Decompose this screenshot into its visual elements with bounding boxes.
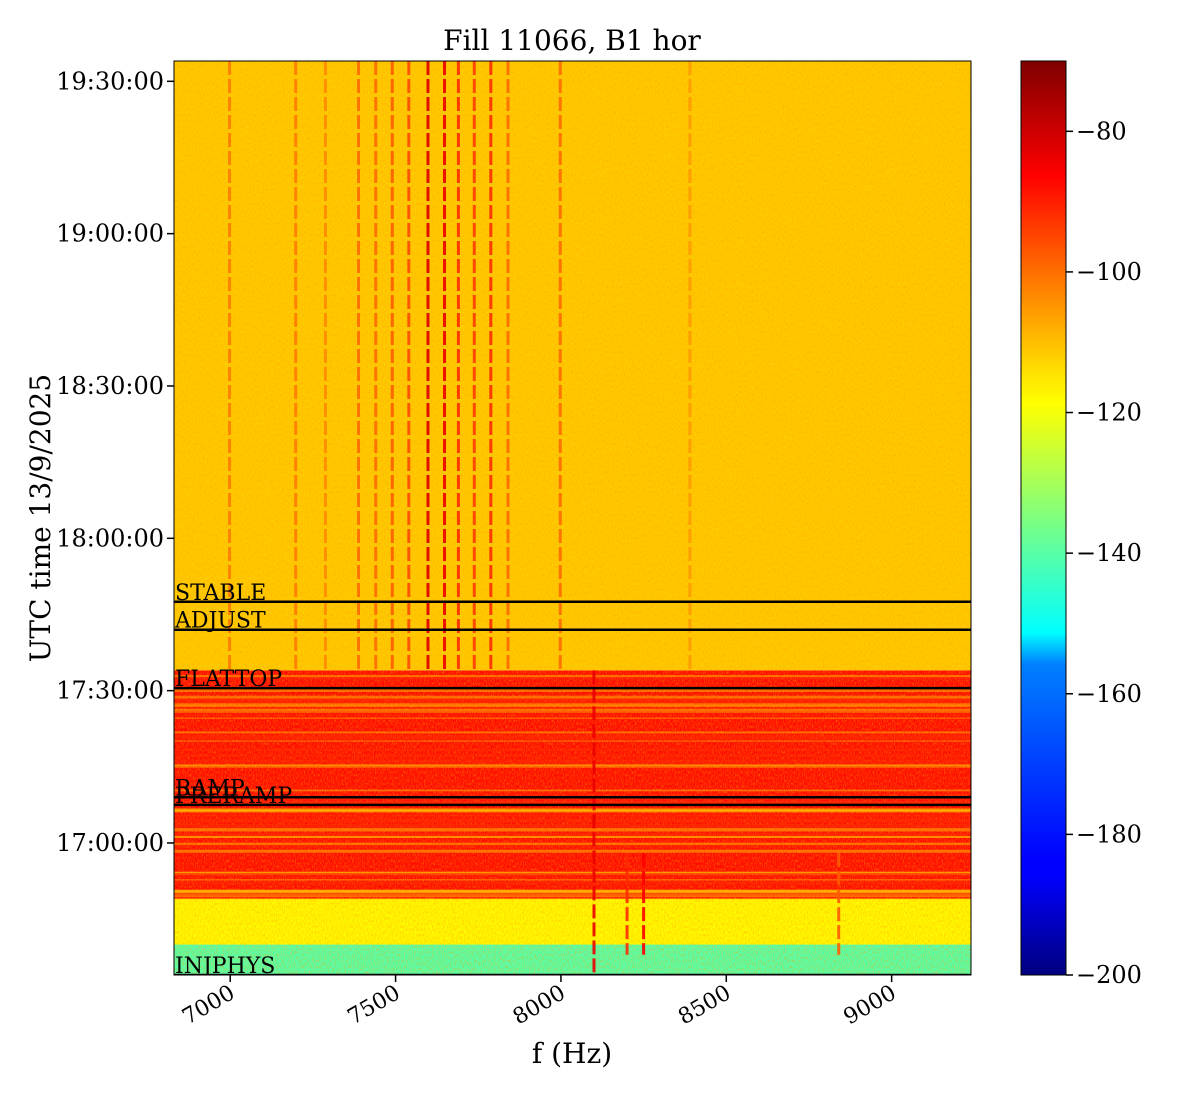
x-tick-label-7000: 7000 (178, 981, 239, 1031)
chart-title: Fill 11066, B1 hor (443, 24, 701, 57)
plot-frame (173, 60, 972, 976)
horizontal-streak (174, 818, 971, 821)
mode-label-adjust: ADJUST (174, 609, 266, 634)
horizontal-streak (174, 701, 971, 704)
horizontal-streak (174, 834, 971, 836)
horizontal-streak (174, 698, 971, 702)
horizontal-streak (174, 802, 971, 805)
horizontal-streak (174, 704, 971, 708)
colorbar-tick-label: −160 (1076, 680, 1142, 708)
mode-label-stable: STABLE (175, 581, 266, 606)
horizontal-streak (174, 842, 971, 846)
horizontal-streak (174, 689, 971, 692)
horizontal-streak (174, 890, 971, 893)
horizontal-streak (174, 889, 971, 893)
horizontal-streak (174, 764, 971, 766)
horizontal-streak (174, 801, 971, 803)
horizontal-streak (174, 828, 971, 831)
horizontal-streak (174, 833, 971, 836)
horizontal-streak (174, 809, 971, 812)
horizontal-streak (174, 849, 971, 853)
y-tick-label: 17:00:00 (56, 829, 164, 857)
horizontal-streak (174, 825, 971, 828)
horizontal-streak (174, 789, 971, 792)
y-axis: 17:00:00 17:30:00 18:00:00 18:30:00 19:00:00… (56, 67, 174, 857)
horizontal-streak (174, 895, 971, 898)
horizontal-streak (174, 892, 971, 896)
horizontal-streak (174, 894, 971, 896)
horizontal-streak (174, 820, 971, 823)
y-tick-label: 18:30:00 (56, 372, 164, 400)
colorbar-tick-label: −100 (1076, 258, 1142, 286)
horizontal-streak (174, 735, 971, 738)
horizontal-streak (174, 759, 971, 761)
colorbar-tick-label: −180 (1076, 820, 1142, 848)
x-tick-label-8500: 8500 (674, 981, 735, 1031)
colorbar-ticks: −80 −100 −120 −140 −160 −180 −200 (1066, 117, 1142, 989)
horizontal-streak (174, 881, 971, 885)
horizontal-streak (174, 849, 971, 853)
mode-label-ramp: RAMP (175, 776, 245, 801)
y-tick-label: 19:30:00 (56, 67, 164, 95)
horizontal-streak (174, 754, 971, 757)
horizontal-streak (174, 740, 971, 742)
mode-label-flattop: FLATTOP (175, 667, 282, 692)
x-tick-label-9000: 9000 (840, 981, 901, 1031)
horizontal-streak (174, 898, 971, 900)
horizontal-streak (174, 765, 971, 768)
horizontal-streak (174, 829, 971, 832)
horizontal-streak (174, 737, 971, 740)
y-tick-label: 17:30:00 (56, 677, 164, 705)
horizontal-streak (174, 676, 971, 679)
horizontal-streak (174, 836, 971, 838)
colorbar-tick-label: −140 (1076, 539, 1142, 567)
horizontal-streak (174, 703, 971, 706)
horizontal-streak (174, 808, 971, 810)
colorbar-gradient (1020, 60, 1067, 976)
x-axis-label: f (Hz) (532, 1037, 612, 1070)
y-tick-label: 19:00:00 (56, 220, 164, 248)
colorbar-tick-label: −80 (1076, 117, 1127, 145)
x-axis: 7000 7500 8000 8500 9000 (178, 975, 901, 1031)
horizontal-streak (174, 824, 971, 827)
colorbar: −80 −100 −120 −140 −160 −180 −200 (1020, 60, 1142, 989)
horizontal-streak (174, 731, 971, 734)
x-tick-label-8000: 8000 (509, 981, 570, 1031)
horizontal-streak (174, 809, 971, 813)
noise-texture (174, 61, 971, 975)
horizontal-streak (174, 893, 971, 896)
horizontal-streak (174, 710, 971, 714)
horizontal-streak (174, 879, 971, 881)
horizontal-streak (174, 846, 971, 848)
horizontal-streak (174, 717, 971, 719)
mode-label-preramp: PRERAMP (175, 784, 292, 809)
horizontal-streak (174, 836, 971, 838)
horizontal-streak (174, 808, 971, 812)
horizontal-streak (174, 763, 971, 766)
colorbar-tick-label: −200 (1076, 961, 1142, 989)
y-axis-label: UTC time 13/9/2025 (24, 374, 57, 662)
horizontal-streak (174, 814, 971, 817)
horizontal-streak (174, 871, 971, 874)
horizontal-streak (174, 872, 971, 876)
horizontal-streak (174, 711, 971, 713)
horizontal-streak (174, 695, 971, 699)
horizontal-streak (174, 871, 971, 875)
horizontal-streak (174, 761, 971, 763)
horizontal-streak (174, 708, 971, 711)
horizontal-streak (174, 675, 971, 678)
x-tick-label-7500: 7500 (344, 981, 405, 1031)
colorbar-tick-label: −120 (1076, 399, 1142, 427)
horizontal-streak (174, 698, 971, 700)
mode-label-injphys: INJPHYS (175, 954, 275, 979)
horizontal-streak (174, 748, 971, 751)
horizontal-streak (174, 889, 971, 893)
y-tick-label: 18:00:00 (56, 524, 164, 552)
